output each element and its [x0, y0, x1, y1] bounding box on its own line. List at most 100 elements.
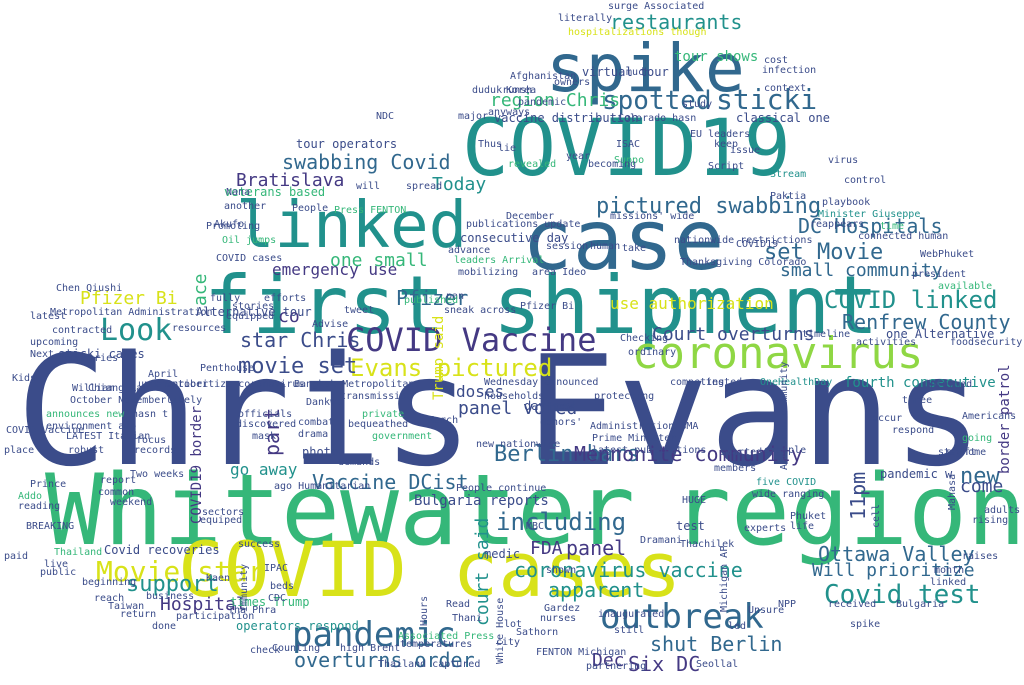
word-mobilizing: mobilizing	[458, 267, 519, 278]
word-owners: owners	[554, 77, 591, 88]
word-spotted: spotted	[602, 86, 712, 116]
word-take: take	[622, 243, 647, 254]
word-reappears: reappears	[810, 219, 865, 230]
word-president: president	[912, 269, 967, 280]
word-oil-jumps: Oil jumps	[222, 235, 277, 246]
word-bulgaria: Bulgaria	[896, 599, 945, 610]
word-eu-leaders: EU leaders	[690, 129, 751, 140]
word-checking: Checking	[620, 333, 669, 344]
word-evans-pictured: Evans pictured	[350, 354, 553, 382]
word-publications-update: publications update	[466, 219, 581, 230]
word-bulgaria-reports: Bulgaria reports	[414, 493, 549, 509]
word-hours: Hours	[419, 595, 430, 626]
word-members: members	[714, 463, 757, 474]
word-covid-recoveries: Covid recoveries	[104, 543, 220, 557]
word-nana: Nana	[226, 187, 251, 198]
word-return: return	[120, 609, 157, 620]
word-fourth-consecutive: fourth consecutive	[844, 375, 996, 391]
word-common: common	[98, 487, 135, 498]
word-virtual-tour: virtual tour	[582, 65, 669, 79]
word-npp: NPP	[778, 599, 797, 610]
word-two-weeks: Two weeks	[130, 469, 185, 480]
word-new: new	[960, 464, 1000, 489]
word-reach: reach	[94, 593, 125, 604]
word-sneak-across: sneak across	[444, 305, 517, 316]
word-immunity: immunity	[239, 563, 250, 612]
word-court-overturns: Court overturns	[652, 324, 815, 345]
word-linked-small: linked	[930, 577, 967, 588]
word-case: case	[522, 191, 725, 289]
word-high-brent: high Brent	[340, 643, 401, 654]
word-11pm: 11pm	[846, 471, 870, 520]
word-will-prioritize: Will prioritize	[812, 560, 975, 581]
word-live: live	[44, 559, 69, 570]
word-swabbing-covid: swabbing Covid	[282, 150, 451, 174]
word-covid-linked: COVID linked	[824, 286, 998, 314]
word-prime-minister: Prime Minister	[592, 433, 677, 444]
word-households: households	[484, 391, 545, 402]
word-competing: competing	[670, 377, 725, 388]
word-temperatures: temperatures	[400, 639, 473, 650]
word-month: month	[934, 565, 965, 576]
word-keep: keep	[714, 139, 739, 150]
word-onehealthday: OneHealthDay	[760, 377, 833, 388]
word-tour-operators: tour operators	[296, 137, 398, 151]
word-set-movie: set Movie	[764, 240, 884, 265]
word-reading: reading	[18, 501, 61, 512]
word-leaders-arrival: leaders Arrival	[454, 255, 545, 266]
word-covid19-small: COVID19	[736, 239, 779, 250]
word-white-house: White House	[495, 597, 506, 664]
word-duduktrunsh: dudukrunsh	[472, 85, 533, 96]
word-afghanistan: Afghanistan	[510, 71, 577, 82]
word-associated-press: Associated Press	[398, 631, 495, 642]
word-spike: spike	[546, 30, 745, 107]
word-pictured-swabbing: pictured swabbing	[596, 194, 822, 219]
word-sticki-cases: sticki cases	[58, 347, 145, 361]
word-whitewater: Whitewater	[45, 454, 636, 568]
word-consecutive-day: consecutive day	[460, 231, 569, 245]
word-day-new: day new	[524, 399, 575, 413]
word-pandemic-w: pandemic w	[880, 467, 953, 481]
word-becoming: becoming	[588, 159, 637, 170]
word-government: government	[372, 431, 433, 442]
word-kids: Kids	[12, 373, 37, 384]
word-protecting: protecting	[594, 391, 655, 402]
word-life: life	[790, 521, 815, 532]
word-suppo: Suppo	[614, 155, 645, 166]
word-look: Look	[100, 313, 173, 348]
word-countries: countries	[64, 353, 119, 364]
word-experts: experts	[744, 523, 787, 534]
word-movie-set: movie set	[238, 354, 358, 379]
word-bangkok-metropolitan: Bangkok Metropolitan	[294, 379, 415, 390]
word-ace: ace	[190, 273, 211, 306]
word-beginning: beginning	[82, 577, 137, 588]
word-thailand-captured: Thailand captured	[378, 659, 481, 670]
word-much: much	[626, 67, 651, 78]
word-equiped: equiped	[200, 515, 243, 526]
word-thachilek: Thachilek	[680, 539, 735, 550]
word-missions-wide: missions' wide	[610, 211, 695, 222]
word-bratislava: Bratislava	[236, 170, 345, 191]
word-classical-one: classical one	[736, 111, 830, 125]
word-americans: Americans	[962, 411, 1017, 422]
word-wide-ranging: wide ranging	[752, 489, 825, 500]
word-ipac: IPAC	[264, 563, 289, 574]
word-covid-test: Covid test	[824, 580, 981, 610]
word-vaccine-distribution: vaccine distribution	[494, 111, 639, 125]
word-region-chris: region Chris	[490, 90, 621, 111]
word-transmission: transmission	[340, 391, 413, 402]
word-pfizer-bi-small: Pfizer Bi	[520, 301, 575, 312]
word-go-away: go away	[230, 460, 298, 479]
word-panel: panel	[566, 536, 627, 560]
word-linked: linked	[236, 189, 468, 263]
word-led: led	[728, 621, 747, 632]
word-ndc: NDC	[376, 111, 395, 122]
word-thailand: Thailand	[54, 547, 103, 558]
word-fenton-michigan: FENTON Michigan	[536, 647, 627, 658]
word-pfizer-bi: Pfizer Bi	[80, 288, 178, 309]
word-michigan-ap: Michigan AP	[719, 545, 730, 612]
word-trump-said: Trump said	[431, 315, 447, 400]
word-cdc: CDC	[268, 593, 287, 604]
word-breaking: BREAKING	[26, 521, 75, 532]
word-coronavirus-vaccine: coronavirus vaccine	[514, 558, 743, 582]
